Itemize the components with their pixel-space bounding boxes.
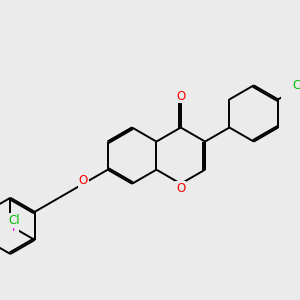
Text: O: O bbox=[176, 182, 185, 195]
Text: Cl: Cl bbox=[292, 79, 300, 92]
Text: O: O bbox=[176, 89, 185, 103]
Text: F: F bbox=[12, 221, 18, 234]
Text: O: O bbox=[79, 174, 88, 188]
Text: Cl: Cl bbox=[8, 214, 20, 227]
